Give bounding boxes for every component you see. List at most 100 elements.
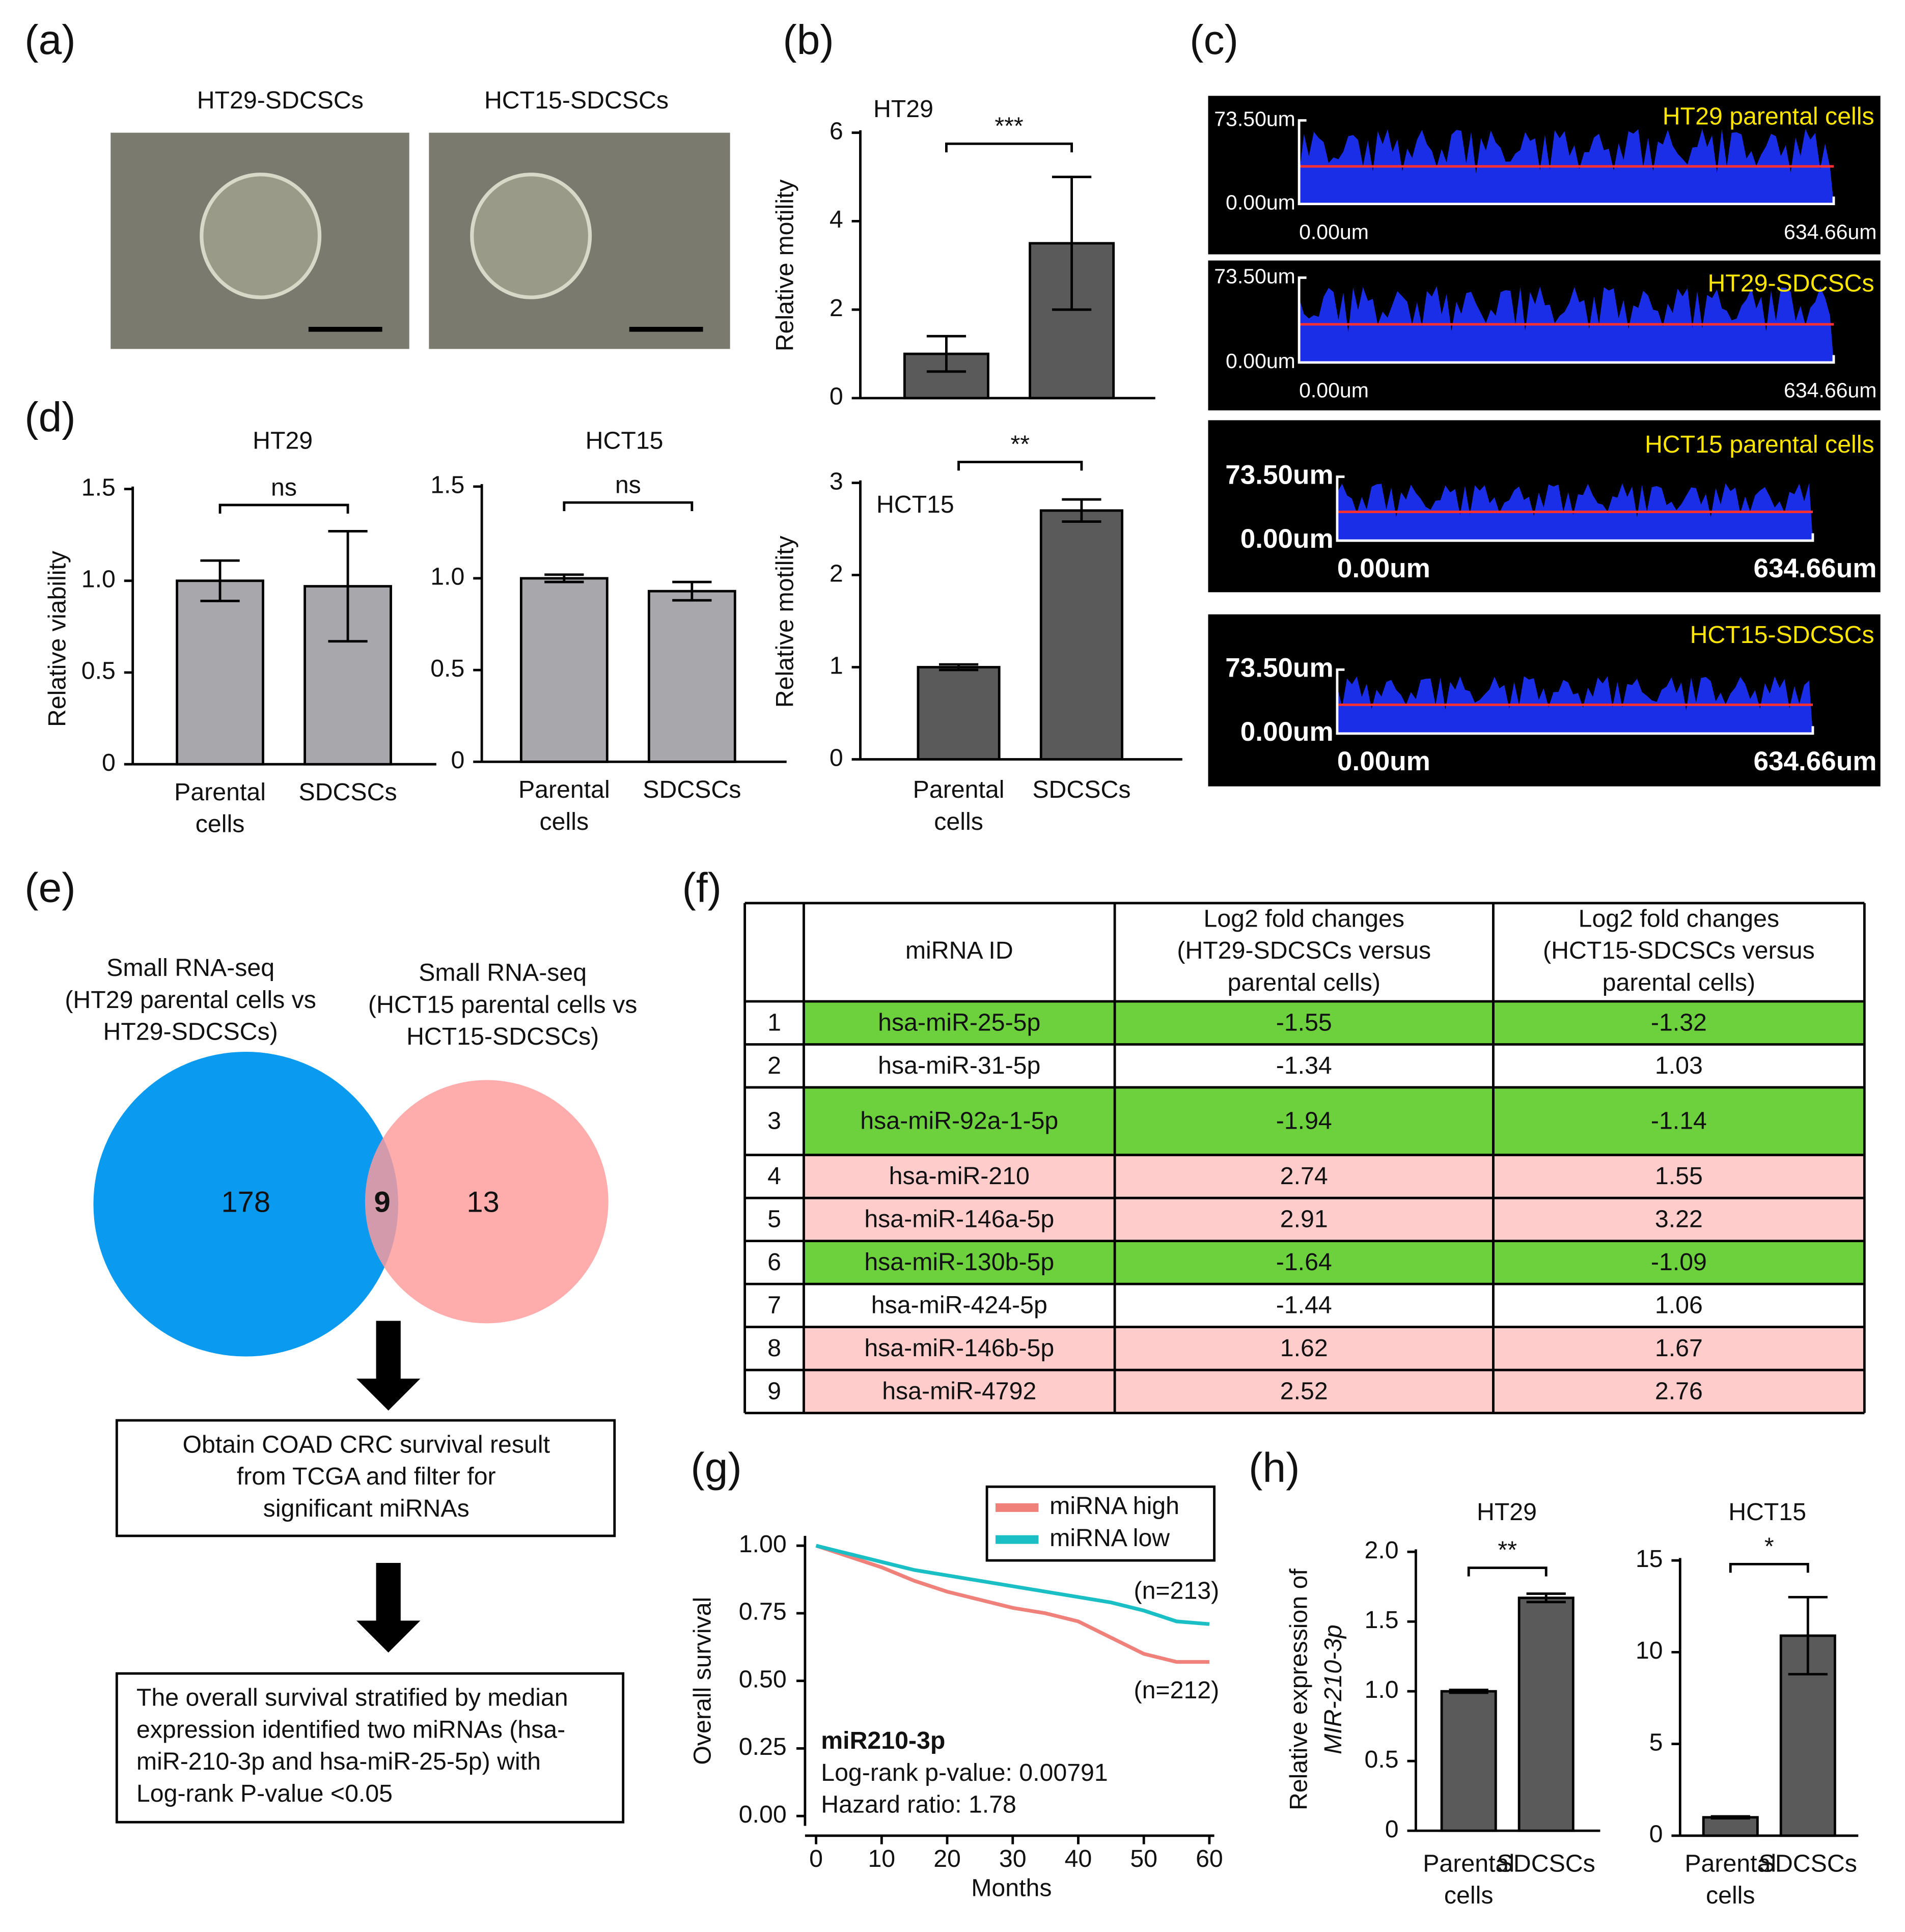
table-cell: 2.76 — [1655, 1377, 1703, 1405]
significance-bracket — [218, 503, 349, 514]
flow-arrow — [356, 1321, 421, 1411]
y-tick-label: 4 — [830, 206, 843, 233]
y-tick-label: 0.50 — [739, 1665, 787, 1693]
y-bottom-label: 0.00um — [1240, 717, 1334, 747]
panel-label: (h) — [1249, 1445, 1300, 1491]
panel-label: (g) — [691, 1445, 741, 1491]
y-tick-label: 0 — [830, 744, 843, 771]
x-tick-label: cells — [196, 810, 245, 838]
table-header: Log2 fold changes — [1204, 905, 1405, 932]
y-tick-label: 0 — [102, 749, 116, 776]
y-tick-label: 1.00 — [739, 1530, 787, 1558]
table-cell: 2.52 — [1280, 1377, 1328, 1405]
panel-label: (e) — [24, 864, 75, 911]
y-axis-label: MIR-210-3p — [1319, 1625, 1347, 1754]
table-cell: 1 — [767, 1009, 781, 1036]
y-top-label: 73.50um — [1225, 653, 1333, 683]
venn-title: (HT29 parental cells vs — [65, 986, 316, 1014]
venn-title: HCT15-SDCSCs) — [406, 1023, 599, 1050]
table-row — [744, 1044, 1865, 1087]
table-cell: 1.55 — [1655, 1162, 1703, 1190]
significance-label: * — [1764, 1533, 1774, 1560]
x-tick-label: 30 — [999, 1845, 1027, 1872]
y-tick-label: 2 — [830, 559, 843, 587]
y-tick-label: 0.00 — [739, 1801, 787, 1828]
y-bottom-label: 0.00um — [1226, 349, 1295, 373]
venn-title: Small RNA-seq — [419, 959, 587, 987]
annotation: (n=212) — [1134, 1676, 1220, 1704]
table-row — [744, 1327, 1865, 1370]
table-row — [744, 1198, 1865, 1241]
y-axis-label: Overall survival — [689, 1597, 716, 1765]
x-tick-label: cells — [540, 808, 589, 835]
image-label: HCT15-SDCSCs — [1690, 621, 1874, 649]
image-caption: HCT15-SDCSCs — [484, 87, 669, 114]
y-tick-label: 0.5 — [81, 657, 116, 685]
y-top-label: 73.50um — [1214, 264, 1295, 288]
spheroid — [470, 173, 592, 299]
table-cell: hsa-miR-25-5p — [878, 1009, 1040, 1036]
y-tick-label: 0.5 — [430, 655, 464, 682]
table-cell: -1.34 — [1276, 1052, 1332, 1079]
table-header: (HT29-SDCSCs versus — [1177, 937, 1431, 964]
frame-axis — [1297, 276, 1835, 364]
table-cell: 3.22 — [1655, 1206, 1703, 1233]
x-left-label: 0.00um — [1337, 553, 1430, 583]
x-left-label: 0.00um — [1299, 220, 1369, 243]
flow-text: from TCGA and filter for — [237, 1463, 496, 1490]
legend-label: miRNA high — [1050, 1492, 1179, 1520]
y-tick-label: 1.5 — [81, 473, 116, 501]
table-cell: 2 — [767, 1052, 781, 1079]
annotation: (n=213) — [1134, 1577, 1220, 1605]
table-cell: 1.06 — [1655, 1292, 1703, 1319]
table-cell: -1.09 — [1651, 1248, 1707, 1276]
y-tick-label: 1.5 — [1364, 1606, 1398, 1634]
table-row — [744, 1001, 1865, 1045]
table-cell: 3 — [767, 1107, 781, 1134]
table-cell: hsa-miR-146a-5p — [864, 1206, 1054, 1233]
table-cell: 2.74 — [1280, 1162, 1328, 1190]
spheroid — [200, 173, 322, 299]
x-tick-label: 20 — [933, 1845, 961, 1872]
table-header: parental cells) — [1603, 969, 1755, 996]
survival-line — [815, 1544, 1210, 1626]
x-tick-label: Parental — [913, 776, 1005, 803]
flow-text: expression identified two miRNAs (hsa- — [136, 1716, 565, 1743]
panel-label: (d) — [24, 394, 75, 440]
y-axis-label: Relative viability — [44, 550, 71, 727]
table-cell: -1.32 — [1651, 1009, 1707, 1036]
image-label: HCT15 parental cells — [1645, 431, 1874, 458]
bar — [917, 666, 1001, 761]
significance-bracket — [945, 142, 1073, 153]
significance-bracket — [563, 501, 694, 512]
panel-label: (a) — [24, 17, 75, 63]
y-tick-label: 0 — [1385, 1815, 1399, 1843]
significance-label: *** — [995, 113, 1024, 140]
table-cell: -1.94 — [1276, 1107, 1332, 1134]
table-header: miRNA ID — [905, 937, 1013, 964]
table-row — [744, 1155, 1865, 1198]
bar — [647, 590, 736, 763]
x-tick-label: cells — [934, 808, 983, 835]
bar — [1702, 1816, 1759, 1837]
y-tick-label: 5 — [1649, 1728, 1663, 1756]
x-tick-label: 50 — [1130, 1845, 1157, 1872]
frame-axis — [1336, 475, 1814, 542]
bar — [1440, 1690, 1497, 1832]
bar — [1517, 1597, 1575, 1832]
significance-label: ns — [271, 473, 297, 501]
x-axis-label: Months — [971, 1874, 1052, 1902]
y-tick-label: 2 — [830, 294, 843, 322]
table-first-col — [744, 1001, 804, 1413]
x-tick-label: cells — [1444, 1882, 1494, 1909]
survival-line — [815, 1544, 1209, 1664]
flow-text: Log-rank P-value <0.05 — [136, 1780, 393, 1807]
y-bottom-label: 0.00um — [1226, 190, 1295, 214]
significance-bracket — [1729, 1562, 1809, 1573]
y-top-label: 73.50um — [1214, 107, 1295, 130]
significance-bracket — [1467, 1566, 1548, 1577]
panel-label: (b) — [783, 17, 834, 63]
bar — [1039, 509, 1123, 761]
y-tick-label: 0.25 — [739, 1733, 787, 1760]
x-left-label: 0.00um — [1299, 379, 1369, 402]
